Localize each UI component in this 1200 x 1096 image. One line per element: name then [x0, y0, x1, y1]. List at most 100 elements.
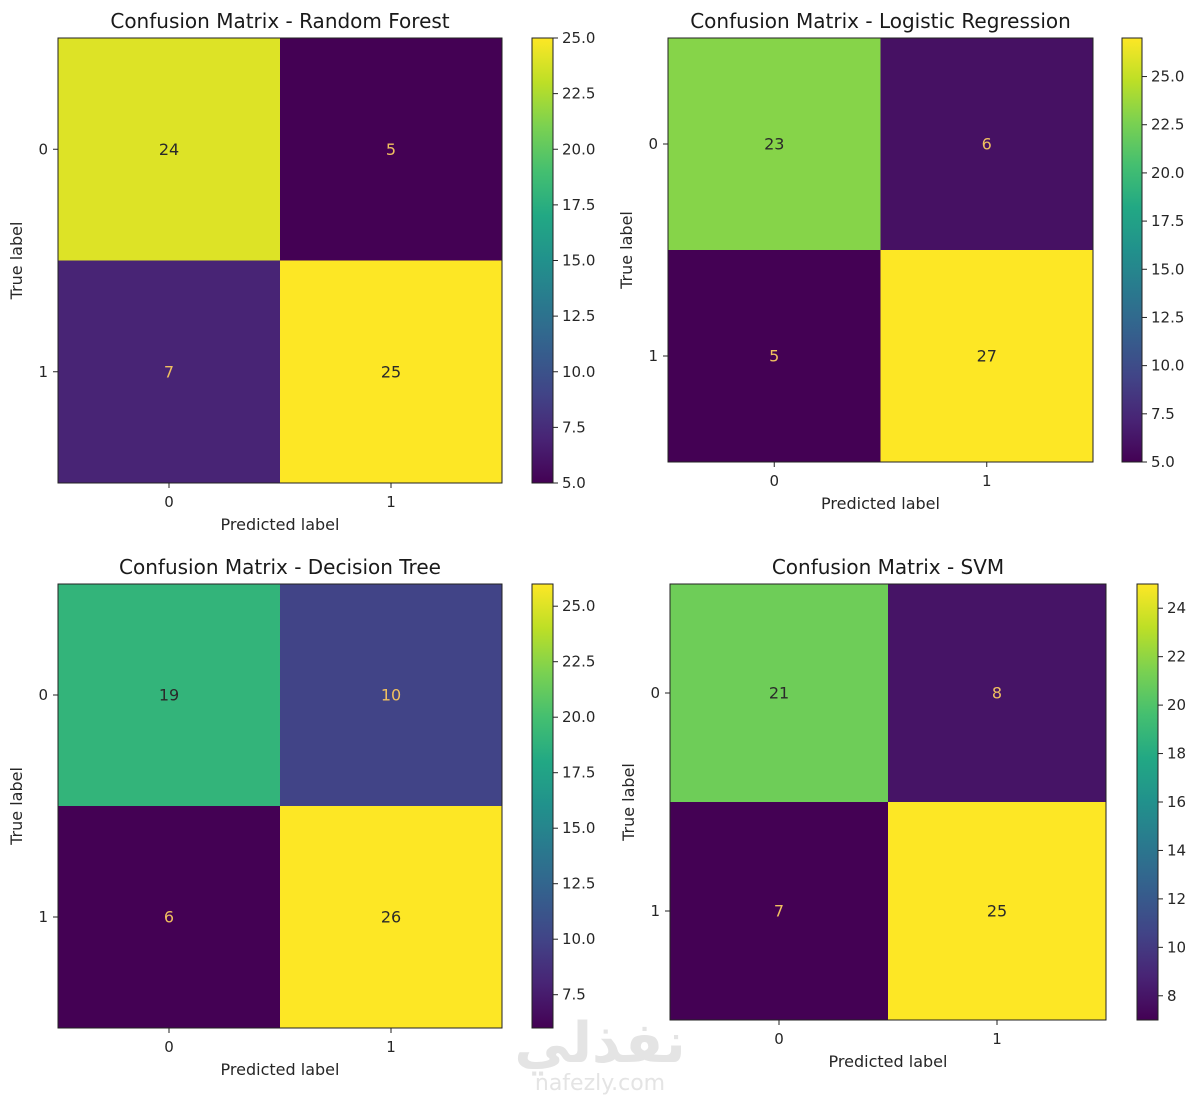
cell-value-1-1: 27 [977, 347, 997, 366]
colorbar-tick-label-3: 15.0 [562, 819, 595, 837]
cell-1-1 [888, 802, 1106, 1020]
colorbar-tick-label-5: 17.5 [562, 196, 595, 214]
cell-0-1 [280, 584, 502, 806]
y-axis-label: True label [7, 767, 26, 846]
watermark-latin: nafezly.com [535, 1071, 665, 1096]
colorbar-tick-label-0: 8 [1167, 987, 1177, 1005]
colorbar-tick-label-1: 7.5 [1151, 405, 1175, 423]
colorbar-tick-label-6: 20 [1167, 696, 1186, 714]
colorbar-tick-label-7: 22 [1167, 648, 1186, 666]
y-tick-label-0: 0 [38, 686, 48, 704]
colorbar-tick-label-5: 20.0 [562, 708, 595, 726]
colorbar-tick-label-3: 12.5 [562, 307, 595, 325]
cell-1-1 [280, 260, 502, 483]
cell-0-1 [888, 584, 1106, 802]
colorbar-tick-label-4: 16 [1167, 793, 1186, 811]
y-axis-label: True label [617, 211, 636, 290]
colorbar-tick-label-2: 12 [1167, 890, 1186, 908]
x-tick-label-0: 0 [164, 493, 174, 511]
colorbar-tick-label-0: 7.5 [562, 986, 586, 1004]
cell-0-0 [670, 584, 888, 802]
colorbar-tick-label-5: 18 [1167, 745, 1186, 763]
cell-value-1-0: 5 [769, 347, 779, 366]
colorbar-tick-label-7: 22.5 [562, 85, 595, 103]
cell-1-0 [58, 260, 280, 483]
cell-1-0 [668, 250, 881, 462]
colorbar-tick-label-8: 25.0 [562, 29, 595, 47]
colorbar-tick-label-7: 22.5 [1151, 116, 1184, 134]
plot-frame [57, 583, 503, 1029]
confusion-matrix-panel-1: Confusion Matrix - Logistic Regression 23… [617, 9, 1184, 513]
colorbar-tick-label-4: 17.5 [562, 764, 595, 782]
cell-value-1-0: 6 [164, 908, 174, 927]
y-axis-label: True label [619, 763, 638, 842]
cell-value-0-0: 19 [159, 686, 179, 705]
colorbar [1136, 583, 1159, 1021]
chart-title: Confusion Matrix - Logistic Regression [690, 9, 1071, 33]
colorbar-tick-label-6: 20.0 [562, 140, 595, 158]
y-tick-label-1: 1 [38, 363, 48, 381]
cell-0-0 [58, 584, 280, 806]
colorbar-tick-label-1: 10.0 [562, 930, 595, 948]
cell-1-1 [880, 250, 1093, 462]
colorbar-tick-label-3: 12.5 [1151, 308, 1184, 326]
watermark-arabic: نفذلي [514, 1011, 685, 1076]
colorbar-tick-label-6: 20.0 [1151, 164, 1184, 182]
colorbar-tick-label-1: 7.5 [562, 418, 586, 436]
cell-value-0-1: 6 [982, 135, 992, 154]
y-axis-label: True label [7, 222, 26, 301]
watermark: نفذلي nafezly.com [514, 1011, 685, 1096]
cell-value-0-0: 23 [764, 135, 784, 154]
colorbar-tick-label-8: 25.0 [1151, 68, 1184, 86]
cell-value-1-0: 7 [164, 362, 174, 381]
x-tick-label-0: 0 [769, 472, 779, 490]
cell-value-1-1: 26 [381, 908, 401, 927]
cell-0-0 [668, 38, 881, 250]
colorbar-tick-label-2: 10.0 [562, 363, 595, 381]
colorbar-tick-label-3: 14 [1167, 841, 1186, 859]
x-axis-label: Predicted label [221, 515, 340, 534]
colorbar [1121, 37, 1143, 463]
cell-value-0-0: 21 [769, 684, 789, 703]
cell-1-1 [280, 806, 502, 1028]
chart-title: Confusion Matrix - Decision Tree [119, 555, 441, 579]
colorbar-tick-label-2: 10.0 [1151, 357, 1184, 375]
x-axis-label: Predicted label [821, 494, 940, 513]
cell-value-0-1: 10 [381, 686, 401, 705]
plot-frame [667, 37, 1094, 463]
x-axis-label: Predicted label [221, 1060, 340, 1079]
chart-title: Confusion Matrix - Random Forest [110, 9, 449, 33]
y-tick-label-0: 0 [650, 684, 660, 702]
cell-0-0 [58, 38, 280, 261]
colorbar-tick-label-6: 22.5 [562, 653, 595, 671]
cell-0-1 [280, 38, 502, 261]
colorbar [531, 583, 554, 1029]
y-tick-label-0: 0 [648, 135, 658, 153]
chart-title: Confusion Matrix - SVM [772, 555, 1004, 579]
colorbar-tick-label-1: 10 [1167, 938, 1186, 956]
colorbar-tick-label-8: 24 [1167, 599, 1186, 617]
colorbar-tick-label-4: 15.0 [562, 252, 595, 270]
cell-value-1-0: 7 [774, 902, 784, 921]
x-axis-label: Predicted label [829, 1052, 948, 1071]
cell-1-0 [670, 802, 888, 1020]
colorbar-tick-label-0: 5.0 [1151, 453, 1175, 471]
x-tick-label-1: 1 [992, 1030, 1002, 1048]
x-tick-label-1: 1 [386, 493, 396, 511]
colorbar-tick-label-7: 25.0 [562, 597, 595, 615]
x-tick-label-0: 0 [164, 1038, 174, 1056]
y-tick-label-1: 1 [38, 908, 48, 926]
y-tick-label-1: 1 [648, 347, 658, 365]
plot-frame [57, 37, 503, 484]
colorbar-tick-label-5: 17.5 [1151, 212, 1184, 230]
cell-1-0 [58, 806, 280, 1028]
cell-value-0-1: 8 [992, 684, 1002, 703]
colorbar-tick-label-2: 12.5 [562, 875, 595, 893]
colorbar [531, 37, 554, 484]
confusion-matrix-panel-0: Confusion Matrix - Random Forest 24 5 7 25 0 1… [7, 9, 595, 534]
y-tick-label-1: 1 [650, 902, 660, 920]
x-tick-label-1: 1 [982, 472, 992, 490]
